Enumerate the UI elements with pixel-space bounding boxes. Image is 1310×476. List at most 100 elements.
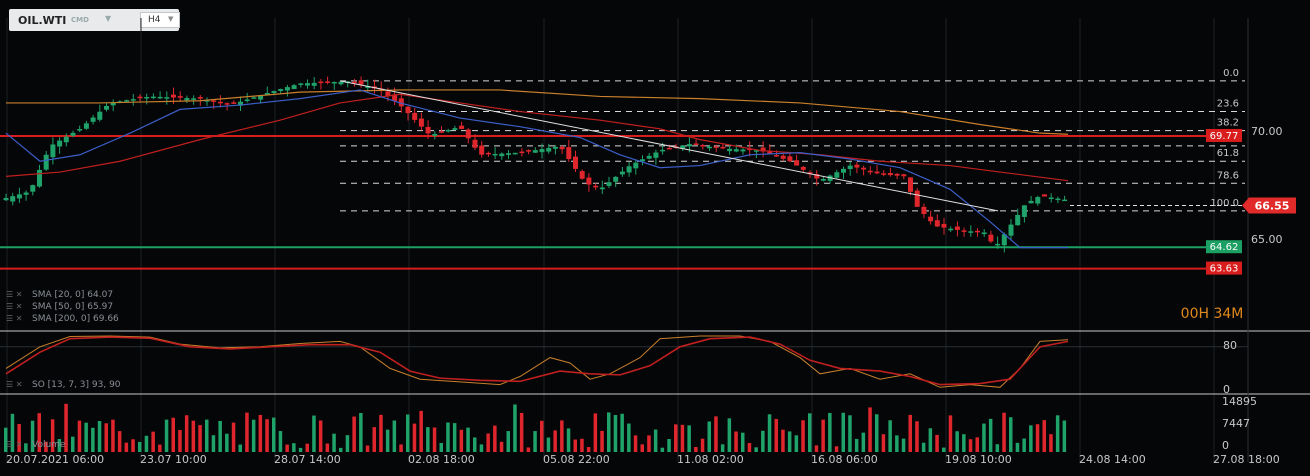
volume-bar: [901, 438, 906, 452]
candle-body: [841, 168, 846, 173]
volume-bar: [352, 416, 356, 452]
candle-body: [144, 96, 150, 99]
candle-body: [1015, 214, 1021, 226]
candle-body: [63, 136, 69, 143]
candle-body: [97, 111, 103, 120]
volume-bar: [272, 417, 276, 452]
candle-body: [325, 81, 331, 83]
volume-bar: [741, 432, 745, 452]
candle-body: [975, 230, 980, 233]
volume-bar: [613, 415, 618, 452]
volume-bar: [734, 431, 738, 452]
indicator-icons: ☰ ✕: [6, 314, 22, 323]
candle-body: [794, 160, 800, 166]
volume-bar: [486, 433, 490, 452]
candle-body: [231, 102, 237, 104]
candle-body: [171, 94, 176, 98]
candle-body: [452, 128, 458, 130]
volume-bar: [814, 445, 819, 452]
volume-bar: [553, 430, 557, 452]
volume-bar: [298, 447, 303, 452]
candle-body: [278, 89, 284, 92]
volume-bar: [406, 414, 410, 452]
candle-body: [633, 162, 639, 169]
level-mid-label: 64.62: [1210, 242, 1239, 253]
candle-body: [224, 103, 230, 105]
volume-bar: [875, 414, 879, 452]
volume-bar: [680, 424, 685, 452]
candle-body: [77, 129, 83, 131]
candle-body: [546, 147, 552, 152]
candle-body: [1001, 234, 1007, 246]
candle-body: [284, 87, 290, 91]
x-axis-label: 20.07.2021 06:00: [6, 453, 104, 466]
fib-level-label: 61.8: [1217, 148, 1239, 159]
candle-body: [887, 173, 893, 176]
volume-bar: [915, 421, 919, 452]
candle-body: [526, 150, 532, 152]
volume-bar: [184, 415, 189, 452]
candle-body: [83, 123, 89, 129]
candle-body: [539, 149, 545, 153]
candle-body: [1021, 205, 1027, 217]
level-mid-label-bg: [1206, 240, 1242, 254]
candle-body: [941, 223, 947, 228]
candle-body: [50, 144, 56, 158]
indicator-label: SMA [20, 0] 64.07: [32, 290, 113, 300]
volume-bar: [674, 424, 678, 452]
candle-body: [1055, 198, 1061, 201]
candle-body: [901, 174, 907, 177]
symbol-name: OIL.WTI: [18, 14, 67, 27]
volume-axis-tick: 7447: [1222, 417, 1250, 430]
timeframe-label: H4: [148, 15, 161, 25]
volume-bar: [258, 414, 263, 452]
candle-body: [727, 148, 733, 152]
volume-bar: [627, 423, 631, 452]
volume-bar: [318, 420, 323, 452]
volume-bar: [426, 427, 430, 452]
timeframe-selector[interactable]: H4 ▼: [140, 12, 180, 28]
volume-bar: [138, 441, 142, 452]
level-upper-label: 69.77: [1210, 131, 1239, 142]
candle-body: [914, 190, 920, 207]
volume-bar: [231, 422, 236, 452]
candle-body: [747, 148, 753, 151]
candle-body: [3, 197, 9, 201]
candle-body: [445, 130, 451, 132]
candle-body: [666, 147, 672, 150]
volume-bar: [720, 444, 725, 452]
volume-bar: [707, 421, 711, 452]
volume-bar: [211, 435, 216, 452]
volume-bar: [359, 412, 363, 452]
volume-bar: [459, 429, 464, 452]
indicator-icons: ☰ ✕: [6, 290, 22, 299]
price-axis-tick: 65.00: [1251, 233, 1283, 246]
volume-bar: [191, 420, 196, 452]
fib-level-label: 23.6: [1217, 99, 1239, 110]
candle-body: [680, 145, 686, 149]
candle-body: [921, 206, 927, 215]
chevron-down-icon[interactable]: ▼: [105, 14, 112, 23]
volume-bar: [1035, 424, 1040, 452]
volume-bar: [660, 447, 665, 452]
candle-body: [37, 169, 42, 187]
candle-body: [586, 177, 592, 185]
volume-bar: [251, 419, 256, 452]
candle-body: [110, 102, 116, 106]
candle-body: [459, 125, 465, 129]
volume-bar: [238, 444, 242, 452]
volume-bar: [968, 439, 973, 452]
volume-bar: [225, 433, 229, 452]
volume-bar: [868, 407, 872, 452]
candle-body: [707, 146, 712, 149]
volume-bar: [399, 444, 403, 452]
candle-body: [16, 194, 22, 199]
candle-body: [432, 133, 438, 136]
volume-bar: [808, 413, 812, 452]
symbol-selector[interactable]: OIL.WTI CMD ▼ H4 ▼: [9, 9, 180, 31]
volume-bar: [700, 438, 705, 452]
x-axis-label: 16.08 06:00: [811, 453, 878, 466]
volume-bar: [801, 420, 805, 452]
candle-body: [1028, 200, 1034, 204]
